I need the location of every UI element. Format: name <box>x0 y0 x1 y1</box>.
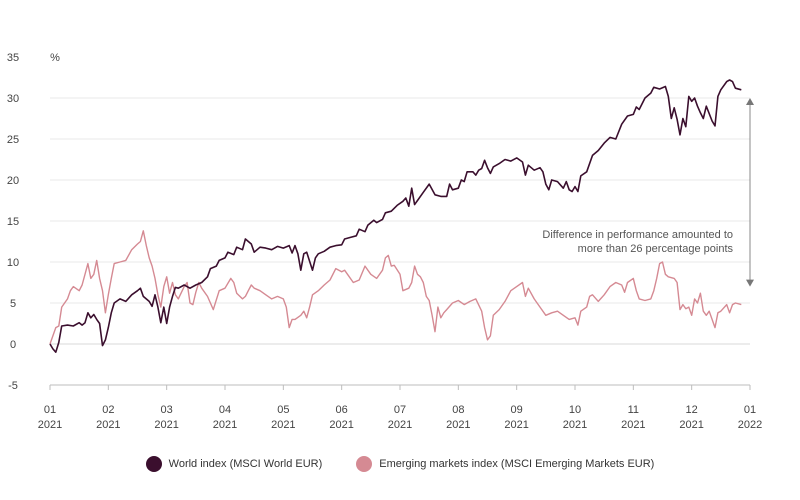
x-tick-year: 2021 <box>504 419 528 431</box>
x-tick-year: 2021 <box>621 419 645 431</box>
arrow-head-down <box>746 279 754 287</box>
legend-label-world: World index (MSCI World EUR) <box>168 458 323 470</box>
x-tick-month: 01 <box>44 404 56 416</box>
y-tick-label: 5 <box>10 298 16 310</box>
x-tick-month: 02 <box>102 404 114 416</box>
x-tick-year: 2021 <box>563 419 587 431</box>
legend-item-emerging: Emerging markets index (MSCI Emerging Ma… <box>356 456 654 472</box>
x-tick-month: 06 <box>336 404 348 416</box>
y-axis-ticks: -5 0 5 10 15 20 25 30 35 <box>7 52 19 392</box>
y-tick-label: 20 <box>7 175 19 187</box>
series-lines <box>49 79 742 353</box>
x-tick-year: 2021 <box>388 419 412 431</box>
arrow-head-up <box>746 98 754 105</box>
annotation-text-line-1: Difference in performance amounted to <box>542 229 733 241</box>
legend-item-world: World index (MSCI World EUR) <box>145 456 323 472</box>
x-tick-month: 09 <box>511 404 523 416</box>
y-axis-unit-label: % <box>50 52 60 64</box>
x-tick-month: 10 <box>569 404 581 416</box>
chart-legend: World index (MSCI World EUR) Emerging ma… <box>0 456 800 472</box>
series-line-emerging <box>49 230 742 345</box>
legend-label-emerging: Emerging markets index (MSCI Emerging Ma… <box>379 458 655 470</box>
x-tick-year: 2021 <box>329 419 353 431</box>
x-tick-month: 03 <box>161 404 173 416</box>
y-tick-label: 0 <box>10 339 16 351</box>
legend-swatch-world <box>145 456 162 472</box>
legend-swatch-emerging <box>356 456 373 472</box>
x-tick-month: 01 <box>744 404 756 416</box>
x-tick-year: 2021 <box>38 419 62 431</box>
y-tick-label: 15 <box>7 216 19 228</box>
x-tick-month: 05 <box>277 404 289 416</box>
x-tick-year: 2021 <box>154 419 178 431</box>
x-tick-year: 2021 <box>446 419 470 431</box>
gridlines <box>50 97 750 386</box>
x-tick-month: 08 <box>452 404 464 416</box>
x-axis-ticks: 01 2021 02 2021 03 2021 04 2021 05 2021 06 2021 07 20… <box>38 385 762 431</box>
y-tick-label: -5 <box>8 380 18 392</box>
x-tick-month: 07 <box>394 404 406 416</box>
x-tick-month: 12 <box>686 404 698 416</box>
y-tick-label: 30 <box>7 93 19 105</box>
x-tick-year: 2022 <box>738 419 762 431</box>
y-tick-label: 35 <box>7 52 19 64</box>
y-tick-label: 25 <box>7 134 19 146</box>
annotation-text-line-2: more than 26 percentage points <box>578 243 734 255</box>
x-tick-month: 11 <box>628 404 639 416</box>
x-tick-year: 2021 <box>679 419 703 431</box>
x-tick-year: 2021 <box>213 419 237 431</box>
x-tick-month: 04 <box>219 404 231 416</box>
x-tick-year: 2021 <box>96 419 120 431</box>
y-tick-label: 10 <box>7 257 19 269</box>
x-tick-year: 2021 <box>271 419 295 431</box>
series-line-world <box>49 79 742 353</box>
difference-annotation: Difference in performance amounted to mo… <box>542 98 754 287</box>
